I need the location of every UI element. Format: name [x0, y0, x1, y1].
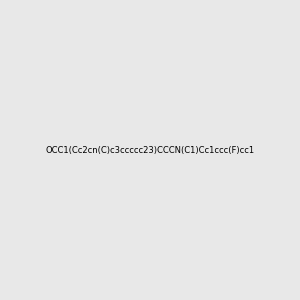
Text: OCC1(Cc2cn(C)c3ccccc23)CCCN(C1)Cc1ccc(F)cc1: OCC1(Cc2cn(C)c3ccccc23)CCCN(C1)Cc1ccc(F)…: [45, 146, 255, 154]
